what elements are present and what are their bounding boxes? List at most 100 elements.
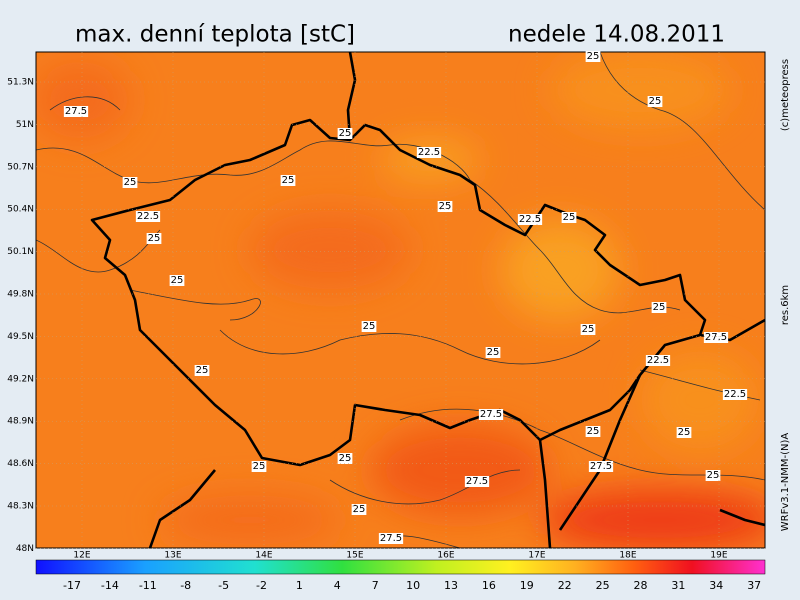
contour-label: 25	[707, 470, 720, 481]
contour-label-bg	[169, 275, 185, 286]
resolution: res.6km	[780, 285, 791, 325]
contour-label: 27.5	[705, 332, 727, 343]
colorbar	[35, 559, 766, 575]
colorbar-label: 4	[334, 579, 341, 592]
contour-label-bg	[517, 214, 543, 225]
lat-label: 48N	[16, 544, 34, 554]
contour-label: 27.5	[65, 106, 87, 117]
contour-label-bg	[280, 175, 296, 186]
lat-label: 50.1N	[7, 247, 34, 257]
colorbar-label: 37	[747, 579, 761, 592]
lat-label: 51.3N	[7, 78, 34, 88]
contour-label-bg	[645, 355, 671, 366]
lat-label: 48.6N	[7, 459, 34, 469]
contour-label: 25	[363, 321, 376, 332]
axes: 51.3N 51N 50.7N 50.4N 50.1N 49.8N 49.5N 49.2N 48…	[7, 52, 765, 592]
contour-label-bg	[478, 409, 504, 420]
lon-label: 13E	[164, 551, 181, 561]
colorbar-label: -8	[180, 579, 191, 592]
contour-label: 25	[339, 453, 352, 464]
contour-label-bg	[194, 365, 210, 376]
contour-label: 25	[678, 427, 691, 438]
colorbar-label: 13	[444, 579, 458, 592]
contour-label: 25	[196, 365, 209, 376]
colorbar-label: 34	[709, 579, 723, 592]
colorbar-label: 10	[406, 579, 420, 592]
colorbar-label: -5	[218, 579, 229, 592]
contour-label: 25	[439, 201, 452, 212]
map-field	[36, 52, 765, 548]
colorbar-label: 31	[671, 579, 685, 592]
contour-label: 22.5	[647, 355, 669, 366]
lon-label: 18E	[619, 551, 636, 561]
contour-label-bg	[63, 106, 89, 117]
contour-label-bg	[705, 470, 721, 481]
contour-label: 22.5	[137, 211, 159, 222]
contour-label: 25	[253, 461, 266, 472]
contour-label-bg	[585, 426, 601, 437]
colorbar-label: 7	[372, 579, 379, 592]
contour-label: 25	[563, 212, 576, 223]
lon-label: 14E	[255, 551, 272, 561]
contour-label: 25	[339, 128, 352, 139]
contour-label: 25	[148, 233, 161, 244]
contour-label-bg	[651, 302, 667, 313]
colorbar-label: 16	[482, 579, 496, 592]
colorbar-label: 28	[634, 579, 648, 592]
contour-label-bg	[676, 427, 692, 438]
lat-label: 49.5N	[7, 332, 34, 342]
colorbar-label: 1	[296, 579, 303, 592]
contour-label-bg	[561, 212, 577, 223]
title: max. denní teplota [stC]	[75, 22, 355, 48]
lat-label: 49.8N	[7, 290, 34, 300]
contour-label: 25	[124, 177, 137, 188]
contour-label-bg	[464, 476, 490, 487]
contour-label-bg	[585, 51, 601, 62]
contour-labels: 25 27.5 25 25 22.5 25 25 25 22.5 22.5 25 25 25 25 25 25…	[63, 51, 748, 544]
contour-label: 22.5	[519, 214, 541, 225]
contour-label-bg	[251, 461, 267, 472]
contour-label-bg	[437, 201, 453, 212]
contour-label-bg	[703, 332, 729, 343]
colorbar-label: 22	[558, 579, 572, 592]
map-frame	[35, 51, 766, 549]
lat-label: 50.7N	[7, 162, 34, 172]
contour-label-bg	[337, 453, 353, 464]
contour-label-bg	[361, 321, 377, 332]
contour-label: 25	[282, 175, 295, 186]
lon-label: 19E	[710, 551, 727, 561]
contour-label: 25	[487, 347, 500, 358]
contour-label-bg	[351, 504, 367, 515]
contour-label-bg	[122, 177, 138, 188]
lat-label: 48.3N	[7, 502, 34, 512]
contour-label: 27.5	[590, 461, 612, 472]
colorbar-label: -14	[101, 579, 119, 592]
contour-label: 25	[653, 302, 666, 313]
contour-label: 27.5	[466, 476, 488, 487]
colorbar-label: 25	[596, 579, 610, 592]
colorbar-label: 19	[520, 579, 534, 592]
contour-label-bg	[146, 233, 162, 244]
copyright: (c)meteopress	[780, 59, 791, 131]
lat-label: 51N	[16, 120, 34, 130]
lon-label: 16E	[437, 551, 454, 561]
contour-label-bg	[588, 461, 614, 472]
lon-label: 15E	[346, 551, 363, 561]
contour-label: 25	[649, 96, 662, 107]
contour-label-bg	[580, 324, 596, 335]
colorbar-label: -11	[139, 579, 157, 592]
date: nedele 14.08.2011	[508, 22, 725, 48]
contour-label-bg	[337, 128, 353, 139]
contour-label-bg	[485, 347, 501, 358]
contour-label-bg	[378, 533, 404, 544]
lat-label: 49.2N	[7, 374, 34, 384]
lat-label: 48.9N	[7, 417, 34, 427]
contour-label: 25	[171, 275, 184, 286]
contour-label: 25	[353, 504, 366, 515]
contour-label-bg	[647, 96, 663, 107]
contour-label-bg	[722, 389, 748, 400]
contour-label: 25	[587, 426, 600, 437]
contour-label: 27.5	[380, 533, 402, 544]
colorbar-label: -2	[256, 579, 267, 592]
